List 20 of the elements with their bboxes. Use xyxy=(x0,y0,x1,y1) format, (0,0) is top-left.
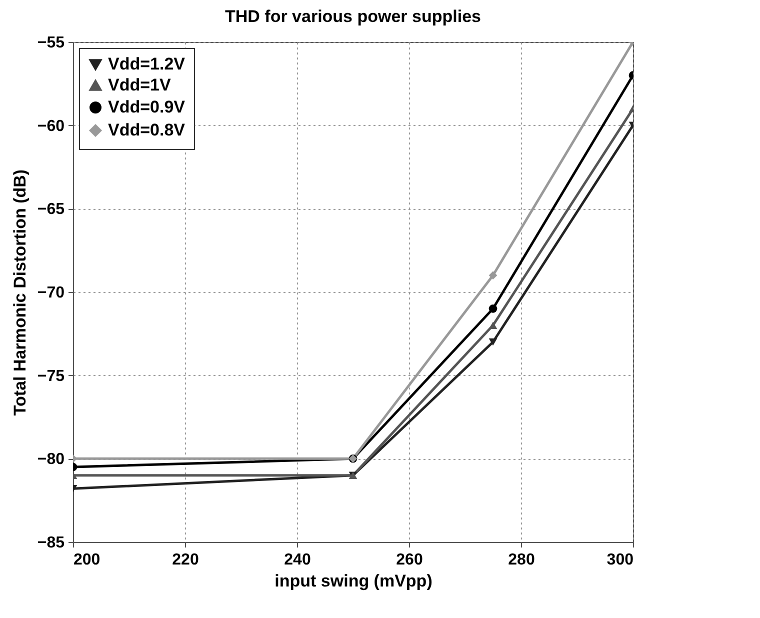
x-axis-title: input swing (mVpp) xyxy=(274,572,432,590)
y-tick-label: −75 xyxy=(37,368,65,385)
chart-title: THD for various power supplies xyxy=(225,7,481,26)
legend-label: Vdd=1.2V xyxy=(108,54,186,74)
x-tick-label: 220 xyxy=(172,552,199,568)
legend-label: Vdd=0.8V xyxy=(108,120,186,140)
x-tick-label: 300 xyxy=(606,552,634,568)
y-axis-title: Total Harmonic Distortion (dB) xyxy=(10,169,30,416)
legend-label: Vdd=0.9V xyxy=(108,98,186,116)
x-tick-label: 200 xyxy=(74,552,100,568)
y-tick-label: −65 xyxy=(37,201,65,218)
y-tick-label: −80 xyxy=(37,451,65,468)
y-tick-label: −60 xyxy=(37,118,65,135)
x-tick-label: 280 xyxy=(508,552,535,568)
x-tick-label: 260 xyxy=(396,552,423,568)
y-tick-label: −55 xyxy=(37,34,65,52)
y-tick-label: −85 xyxy=(37,534,65,552)
legend-label: Vdd=1V xyxy=(108,76,172,94)
x-tick-label: 240 xyxy=(284,552,311,568)
y-tick-label: −70 xyxy=(37,284,65,302)
